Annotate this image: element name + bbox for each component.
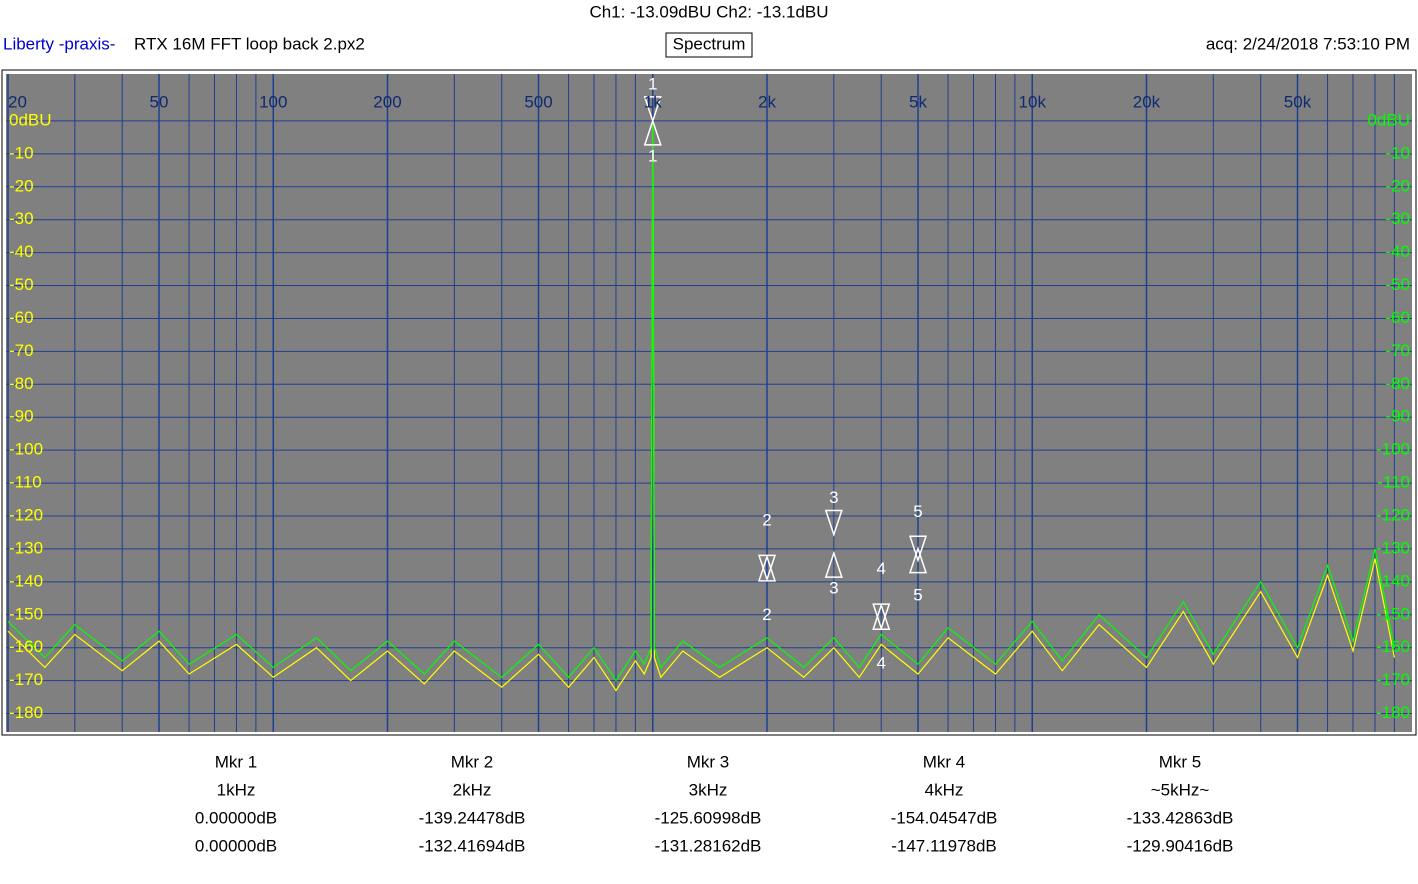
marker-ch2-value: -131.28162dB <box>655 836 762 855</box>
y-tick-label: -10 <box>9 143 34 162</box>
y2-tick-label: -90 <box>1385 407 1410 426</box>
marker-tag: 4 <box>876 654 885 673</box>
y-tick-label: -150 <box>9 604 43 623</box>
y2-tick-label: -70 <box>1385 341 1410 360</box>
y-tick-label: -160 <box>9 637 43 656</box>
marker-tag: 4 <box>876 559 885 578</box>
marker-tag: 5 <box>913 586 922 605</box>
y2-tick-label: -110 <box>1377 473 1410 492</box>
y2-tick-label: -180 <box>1376 703 1410 722</box>
x-tick-label: 200 <box>373 92 401 111</box>
marker-ch1-value: 0.00000dB <box>195 808 277 827</box>
mode-box[interactable] <box>665 32 753 58</box>
y-tick-label: -110 <box>9 473 42 492</box>
y-tick-label: 0dBU <box>9 110 52 129</box>
marker-ch1-value: -154.04547dB <box>891 808 998 827</box>
marker-ch1-value: -125.60998dB <box>655 808 762 827</box>
y2-tick-label: -20 <box>1385 176 1410 195</box>
marker-ch2 <box>757 554 777 582</box>
y2-tick-label: -160 <box>1376 637 1410 656</box>
x-tick-label: 10k <box>1019 92 1047 111</box>
trace <box>7 120 1395 692</box>
file-name: RTX 16M FFT loop back 2.px2 <box>134 34 365 53</box>
y-tick-label: -100 <box>9 440 43 459</box>
trace <box>7 120 1395 682</box>
y-tick-label: -180 <box>9 703 43 722</box>
y2-tick-label: 0dBU <box>1367 110 1410 129</box>
x-tick-label: 20 <box>8 92 27 111</box>
y2-tick-label: -140 <box>1376 571 1410 590</box>
mode[interactable]: Spectrum <box>673 34 746 53</box>
y-tick-label: -50 <box>9 275 34 294</box>
y2-tick-label: -50 <box>1385 275 1410 294</box>
marker-ch1-value: -133.42863dB <box>1127 808 1234 827</box>
marker-tag: 2 <box>762 605 771 624</box>
marker-ch2 <box>824 550 843 578</box>
x-tick-label: 500 <box>524 92 552 111</box>
marker-ch1 <box>824 509 843 537</box>
marker-ch2 <box>872 602 891 631</box>
marker-ch1 <box>908 535 928 563</box>
x-tick-label: 5k <box>909 92 927 111</box>
y-tick-label: -120 <box>9 505 43 524</box>
y-tick-label: -90 <box>9 407 34 426</box>
marker-frequency: 1kHz <box>217 780 256 799</box>
y-tick-label: -40 <box>9 242 34 261</box>
y-tick-label: -70 <box>9 341 34 360</box>
y2-tick-label: -170 <box>1376 670 1410 689</box>
marker-ch2-value: -129.90416dB <box>1127 836 1234 855</box>
y-tick-label: -30 <box>9 209 34 228</box>
y-tick-label: -130 <box>9 538 43 557</box>
marker-tag: 5 <box>913 502 922 521</box>
y2-tick-label: -130 <box>1376 538 1410 557</box>
x-tick-label: 100 <box>259 92 287 111</box>
y-tick-label: -60 <box>9 308 34 327</box>
y2-tick-label: -100 <box>1376 440 1410 459</box>
x-tick-label: 50 <box>150 92 169 111</box>
x-tick-label: 20k <box>1133 92 1161 111</box>
y2-tick-label: -80 <box>1385 374 1410 393</box>
marker-ch2-value: -147.11978dB <box>891 836 997 855</box>
marker-ch1 <box>643 96 662 124</box>
y-tick-label: -170 <box>9 670 43 689</box>
channel-levels: Ch1: -13.09dBU Ch2: -13.1dBU <box>589 2 828 21</box>
brand: Liberty -praxis- <box>3 34 115 53</box>
y2-tick-label: -60 <box>1385 308 1410 327</box>
marker-tag: 3 <box>829 488 838 507</box>
x-tick-label: 2k <box>758 92 776 111</box>
y-tick-label: -140 <box>9 571 43 590</box>
acquisition-time: acq: 2/24/2018 7:53:10 PM <box>1206 34 1410 53</box>
marker-tag: 3 <box>829 579 838 598</box>
y-tick-label: -20 <box>9 176 34 195</box>
marker-frequency: 2kHz <box>453 780 492 799</box>
y2-tick-label: -120 <box>1376 505 1410 524</box>
marker-name: Mkr 4 <box>923 752 966 771</box>
y-tick-label: -80 <box>9 374 34 393</box>
marker-tag: 2 <box>762 510 771 529</box>
marker-name: Mkr 3 <box>687 752 730 771</box>
marker-name: Mkr 1 <box>215 752 258 771</box>
marker-ch2 <box>643 118 662 146</box>
y2-tick-label: -30 <box>1385 209 1410 228</box>
marker-ch2-value: -132.41694dB <box>419 836 526 855</box>
marker-frequency: ~5kHz~ <box>1151 780 1210 799</box>
x-tick-label: 1k <box>644 92 662 111</box>
marker-tag: 1 <box>648 146 657 165</box>
marker-frequency: 4kHz <box>925 780 964 799</box>
plot-area <box>6 74 1412 732</box>
marker-frequency: 3kHz <box>689 780 728 799</box>
y2-tick-label: -40 <box>1385 242 1410 261</box>
marker-ch2 <box>908 546 928 574</box>
y2-tick-label: -10 <box>1385 143 1410 162</box>
marker-ch2-value: 0.00000dB <box>195 836 277 855</box>
marker-name: Mkr 2 <box>451 752 494 771</box>
marker-name: Mkr 5 <box>1159 752 1202 771</box>
marker-ch1-value: -139.24478dB <box>419 808 526 827</box>
marker-tag: 1 <box>648 74 657 93</box>
x-tick-label: 50k <box>1284 92 1312 111</box>
y2-tick-label: -150 <box>1376 604 1410 623</box>
